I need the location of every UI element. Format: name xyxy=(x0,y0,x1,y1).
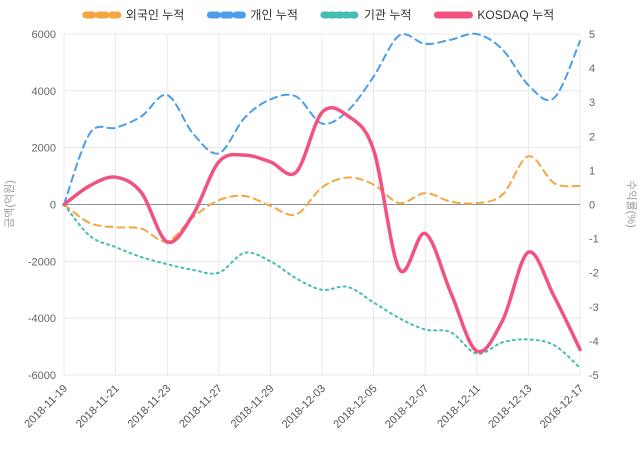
series-foreigner-line xyxy=(63,155,581,243)
right-axis-tick-label: 5 xyxy=(589,29,595,41)
legend-label-foreigner: 외국인 누적 xyxy=(126,8,185,22)
x-axis-tick-label: 2018-11-23 xyxy=(126,383,174,431)
left-axis-tick-label: 0 xyxy=(50,200,56,212)
left-axis-tick-label: 4000 xyxy=(32,86,56,98)
left-axis-tick-label: -2000 xyxy=(28,256,56,268)
right-axis-tick-label: -1 xyxy=(589,234,599,246)
right-axis-tick-label: 2 xyxy=(589,131,595,143)
left-axis-tick-label: 6000 xyxy=(32,29,56,41)
right-axis-tick-label: -4 xyxy=(589,336,599,348)
legend-label-individual: 개인 누적 xyxy=(250,8,298,22)
left-axis-title: 금액(억원) xyxy=(3,180,16,228)
legend-item-kosdaq: KOSDAQ 누적 xyxy=(433,8,554,22)
x-axis-tick-label: 2018-11-21 xyxy=(74,383,122,431)
legend-item-foreigner: 외국인 누적 xyxy=(82,8,185,22)
legend-label-kosdaq: KOSDAQ 누적 xyxy=(477,8,554,22)
series-institution-line xyxy=(63,203,581,369)
series-layer xyxy=(62,32,582,369)
x-axis-tick-label: 2018-12-03 xyxy=(280,383,328,431)
left-axis-tick-label: -6000 xyxy=(28,370,56,382)
right-axis-tick-label: -5 xyxy=(589,370,599,382)
legend-item-institution: 기관 누적 xyxy=(320,8,412,22)
right-axis-tick-label: -3 xyxy=(589,302,599,314)
series-individual-line xyxy=(63,32,581,206)
right-axis-tick-label: 1 xyxy=(589,165,595,177)
right-axis-tick-label: 3 xyxy=(589,97,595,109)
series-kosdaq-line xyxy=(62,106,582,354)
legend-label-institution: 기관 누적 xyxy=(364,8,412,22)
left-axis-tick-label: 2000 xyxy=(32,143,56,155)
legend-item-individual: 개인 누적 xyxy=(206,8,298,22)
axis-layer: 6000 4000 2000 0 -2000 -4000 -6000 5 4 3 2 1 0 -1 -2 -3… xyxy=(22,29,598,431)
right-axis-tick-label: 0 xyxy=(589,200,595,212)
left-axis-tick-label: -4000 xyxy=(28,313,56,325)
right-axis-title: 수익률(%) xyxy=(625,180,638,227)
x-axis-tick-label: 2018-12-11 xyxy=(435,383,483,431)
x-axis-tick-label: 2018-12-07 xyxy=(383,383,431,431)
x-axis-tick-label: 2018-12-05 xyxy=(331,383,379,431)
grid-layer xyxy=(63,33,581,376)
x-axis-tick-label: 2018-11-19 xyxy=(22,383,70,431)
x-axis-tick-label: 2018-12-13 xyxy=(486,383,534,431)
right-axis-tick-label: -2 xyxy=(589,268,599,280)
x-axis-tick-label: 2018-12-17 xyxy=(538,383,586,431)
right-axis-tick-label: 4 xyxy=(589,63,595,75)
x-axis-tick-label: 2018-11-29 xyxy=(229,383,277,431)
x-axis-tick-label: 2018-11-27 xyxy=(177,383,225,431)
chart-legend: 외국인 누적 개인 누적 기관 누적 KOSDAQ 누적 xyxy=(82,8,554,22)
